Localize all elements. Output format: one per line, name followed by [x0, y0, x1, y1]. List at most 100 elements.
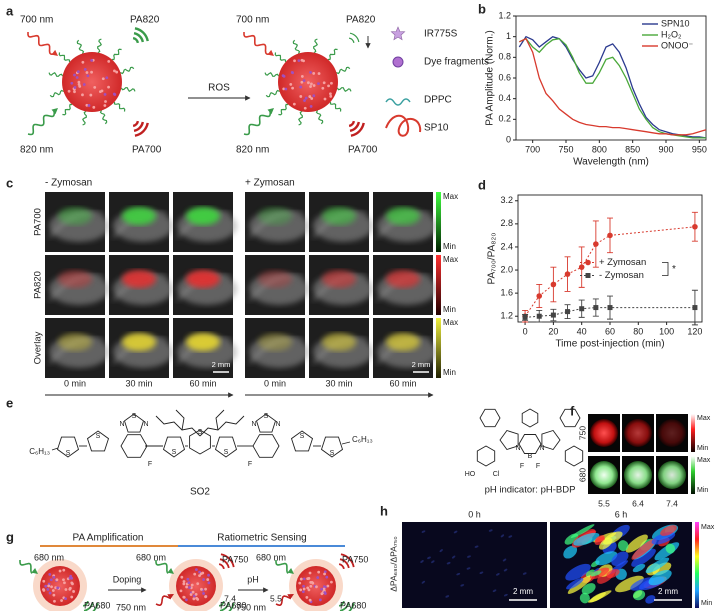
- ring: [479, 408, 501, 428]
- y-tick-label: 0.2: [498, 114, 511, 124]
- y-tick-label: 2.4: [500, 241, 513, 251]
- bond: [51, 447, 59, 451]
- y-tick-label: 1.2: [498, 10, 511, 20]
- colorbar: [691, 414, 695, 452]
- particle-dot: [202, 578, 206, 581]
- particle-dot: [64, 588, 68, 591]
- particle-dot: [323, 97, 327, 101]
- y-axis-title: PA Amplitude (Norm.): [485, 30, 496, 125]
- particle-dot: [50, 585, 53, 589]
- particle-dot: [309, 70, 312, 74]
- signal: [660, 525, 677, 536]
- emission-arc: [134, 122, 149, 137]
- particle-dot: [301, 590, 305, 594]
- particle-dot: [107, 85, 110, 89]
- signal: [645, 595, 656, 604]
- lipid-tail: [329, 101, 342, 112]
- signal: [258, 270, 292, 288]
- particle-dot: [204, 595, 208, 598]
- sample: [590, 419, 618, 447]
- particle-dot: [327, 84, 330, 88]
- lipid-tail: [278, 103, 289, 116]
- excitation-label: 680 nm: [34, 552, 64, 562]
- colorbar-min: Min: [443, 368, 456, 377]
- point: [522, 314, 528, 320]
- signal: [566, 577, 584, 590]
- point: [564, 271, 571, 277]
- lipid-tail: [298, 110, 303, 126]
- ring: [86, 430, 110, 452]
- particle-dot: [104, 100, 107, 103]
- substituent: C₆H₁₃: [29, 447, 50, 456]
- particle-dot: [47, 584, 51, 588]
- particle-dot: [90, 58, 94, 62]
- emission-arc: [219, 558, 230, 569]
- particle-dot: [202, 592, 205, 595]
- label: PA820: [346, 15, 376, 26]
- particle-dot: [321, 86, 325, 90]
- particle-dot: [297, 59, 301, 63]
- particle-dot: [281, 74, 285, 78]
- ring: [255, 413, 277, 433]
- legend-text: SP10: [424, 123, 449, 134]
- light-arrowhead: [267, 49, 274, 56]
- bond: [341, 441, 351, 445]
- signal: [258, 333, 292, 351]
- signal: [488, 529, 493, 532]
- point: [536, 313, 542, 319]
- time-label: 60 min: [389, 378, 416, 388]
- particle-dot: [56, 586, 60, 590]
- signal: [474, 545, 479, 548]
- signal: [467, 555, 471, 558]
- pa-label: PA750: [342, 554, 368, 564]
- particle-dot: [73, 86, 77, 89]
- particle-dot: [305, 596, 309, 599]
- particle-dot: [308, 95, 312, 98]
- point: [593, 241, 599, 247]
- lipid-tail: [120, 66, 135, 75]
- particle-dot: [73, 73, 76, 77]
- ph-label: 7.4: [666, 498, 678, 508]
- particle-dot: [318, 598, 322, 602]
- ring: [189, 429, 211, 455]
- time-label: 0 min: [64, 378, 86, 388]
- particle-dot: [98, 90, 102, 94]
- particle-dot: [322, 81, 326, 85]
- particle-dot: [87, 104, 91, 107]
- y-tick-label: 3.2: [500, 195, 513, 205]
- signal: [386, 270, 420, 288]
- group-title: - Zymosan: [45, 178, 92, 189]
- panel-letter: a: [6, 3, 14, 18]
- y-axis-title: PA₇₀₀/PA₈₂₀: [487, 233, 498, 285]
- particle-dot: [52, 575, 56, 579]
- row-label: 750: [577, 426, 587, 440]
- signal: [500, 534, 505, 538]
- particle-dot: [299, 577, 303, 581]
- particle-dot: [76, 70, 80, 74]
- particle-dot: [302, 79, 306, 82]
- x-tick-label: 700: [525, 144, 540, 154]
- label: PA700: [132, 145, 162, 156]
- particle-dot: [308, 571, 312, 575]
- signal: [665, 543, 676, 554]
- light-arrowhead: [167, 567, 174, 574]
- particle-dot: [300, 80, 304, 84]
- label: S: [300, 433, 305, 440]
- signal: [632, 563, 646, 573]
- panel-letter: b: [478, 1, 486, 16]
- ph-label: 5.5: [270, 593, 282, 603]
- light-arrowhead: [267, 108, 274, 115]
- emission-arc: [92, 602, 99, 611]
- y-tick-label: 0: [506, 134, 511, 144]
- colorbar: [691, 456, 695, 494]
- ring: [541, 429, 561, 451]
- panel-letter: c: [6, 175, 13, 190]
- signal: [570, 524, 595, 538]
- particle-dot: [44, 584, 48, 588]
- particle-dot: [322, 587, 326, 591]
- light-wave: [19, 560, 33, 574]
- emission-arc: [133, 121, 144, 132]
- particle-dot: [182, 595, 186, 599]
- ph-label: 7.4: [224, 593, 236, 603]
- ring: [521, 408, 539, 428]
